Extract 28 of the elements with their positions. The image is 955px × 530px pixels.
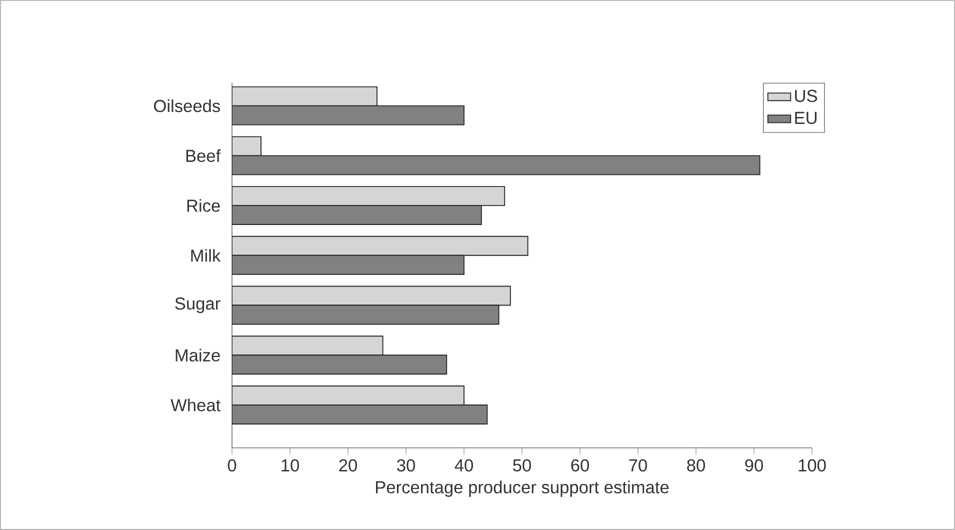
bar [232,304,500,325]
y-tick-label: Sugar [175,297,220,314]
legend-label: EU [795,112,817,124]
x-tick-label: 30 [397,459,415,472]
y-tick-label: Oilseeds [154,99,220,112]
x-tick-label: 20 [339,459,357,472]
bar [232,205,482,225]
y-tick-label: Rice [187,199,220,212]
legend-label: US [795,90,818,102]
x-tick-label: 50 [513,459,531,472]
bar [232,354,448,375]
x-tick-label: 10 [282,459,299,472]
x-tick-label: 80 [687,459,705,472]
y-tick-label: Beef [186,149,221,162]
x-tick-label: 0 [228,459,236,472]
x-tick-label: 90 [745,459,763,472]
bar [232,254,464,275]
bar [232,404,488,424]
bar [232,105,464,126]
x-tick-label: 60 [571,459,589,472]
y-tick-label: Maize [176,348,220,362]
x-tick-label: 100 [798,459,826,472]
y-tick-label: Milk [191,249,221,262]
y-tick-label: Wheat [170,398,220,412]
x-axis-title: Percentage producer support estimate [376,480,669,497]
bar [232,155,760,176]
x-tick-label: 40 [454,459,473,472]
x-tick-label: 70 [629,459,647,472]
